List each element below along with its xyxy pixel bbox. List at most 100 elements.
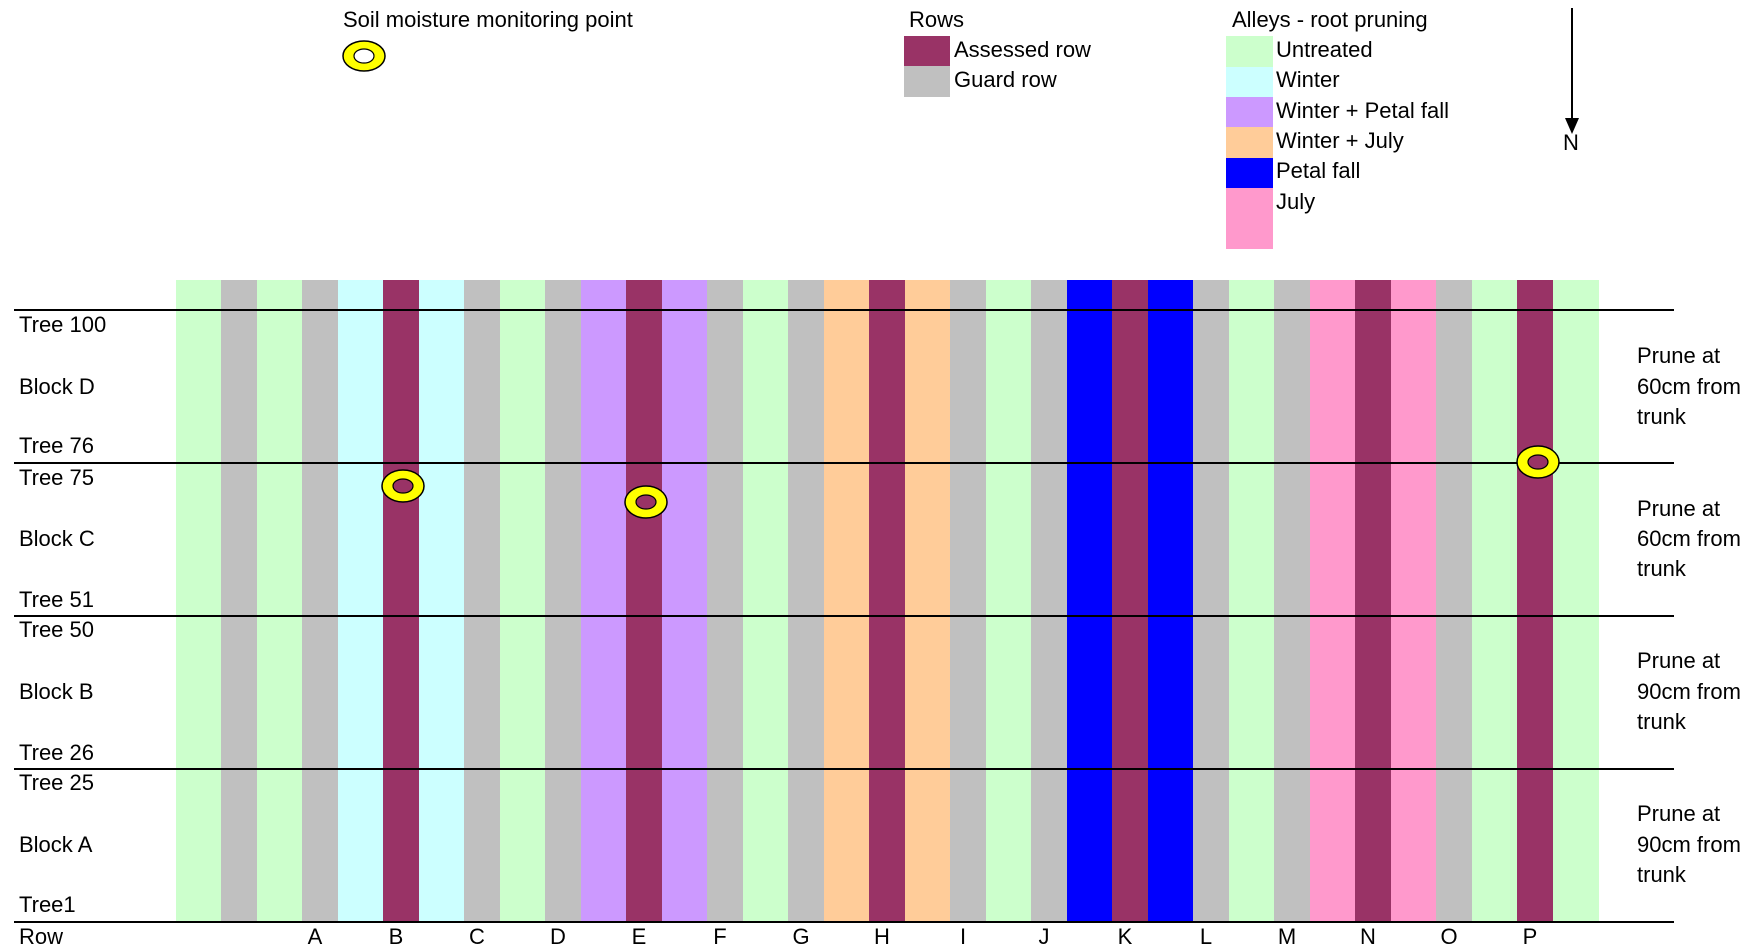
row-label-p: P xyxy=(1522,924,1538,949)
legend-swatch-assessed-row xyxy=(904,36,950,66)
row-label-l: L xyxy=(1199,924,1213,949)
block-d-prune-2: 60cm from xyxy=(1637,374,1741,399)
row-label-n: N xyxy=(1360,924,1376,949)
legend-label-winter-july: Winter + July xyxy=(1276,128,1404,153)
strip-15 xyxy=(743,280,788,922)
block-a-prune-1: Prune at xyxy=(1637,801,1721,826)
monitoring-point-marker xyxy=(624,485,668,519)
strip-11 xyxy=(581,280,626,922)
strip-34 xyxy=(1517,280,1553,922)
legend-swatch-winter xyxy=(1226,67,1273,97)
block-b-prune-2: 90cm from xyxy=(1637,679,1741,704)
row-label-b: B xyxy=(388,924,404,949)
strip-31 xyxy=(1391,280,1436,922)
strip-23 xyxy=(1067,280,1112,922)
strip-10 xyxy=(545,280,581,922)
block-b-prune-3: trunk xyxy=(1637,709,1686,734)
legend-swatch-winter-petal-fall xyxy=(1226,97,1273,127)
legend-label-winter-petal-fall: Winter + Petal fall xyxy=(1276,98,1450,123)
row-label-j: J xyxy=(1038,924,1050,949)
strip-1 xyxy=(176,280,221,922)
strip-33 xyxy=(1472,280,1517,922)
strip-14 xyxy=(707,280,743,922)
legend-swatch-untreated xyxy=(1226,36,1273,67)
legend-label-july: July xyxy=(1276,189,1316,214)
strip-28 xyxy=(1274,280,1310,922)
strip-21 xyxy=(986,280,1031,922)
strip-20 xyxy=(950,280,986,922)
strip-22 xyxy=(1031,280,1067,922)
row-label-i: I xyxy=(959,924,967,949)
strip-35 xyxy=(1553,280,1599,922)
strip-9 xyxy=(500,280,545,922)
block-d-prune-1: Prune at xyxy=(1637,343,1721,368)
block-c-bottom-tree: Tree 51 xyxy=(19,587,95,612)
block-c-name: Block C xyxy=(19,526,95,551)
row-label-c: C xyxy=(469,924,485,949)
strip-8 xyxy=(464,280,500,922)
legend-swatch-july xyxy=(1226,188,1273,249)
row-label-e: E xyxy=(631,924,647,949)
strip-5 xyxy=(338,280,383,922)
block-b-name: Block B xyxy=(19,679,94,704)
block-b-top-tree: Tree 50 xyxy=(19,617,95,642)
strip-18 xyxy=(869,280,905,922)
row-label-d: D xyxy=(550,924,566,949)
row-label-g: G xyxy=(792,924,810,949)
strip-4 xyxy=(302,280,338,922)
strip-27 xyxy=(1229,280,1274,922)
legend-label-guard-row: Guard row xyxy=(954,67,1057,92)
legend-rows-title: Rows xyxy=(909,7,965,32)
block-b-prune-1: Prune at xyxy=(1637,648,1721,673)
block-a-top-tree: Tree 25 xyxy=(19,770,95,795)
block-a-name: Block A xyxy=(19,832,93,857)
row-axis-label: Row xyxy=(19,924,64,949)
row-label-m: M xyxy=(1277,924,1297,949)
strip-24 xyxy=(1112,280,1148,922)
block-d-top-tree: Tree 100 xyxy=(19,312,107,337)
block-c-prune-2: 60cm from xyxy=(1637,526,1741,551)
row-label-a: A xyxy=(307,924,323,949)
strip-25 xyxy=(1148,280,1193,922)
strip-32 xyxy=(1436,280,1472,922)
row-label-k: K xyxy=(1117,924,1133,949)
legend-swatch-petal-fall xyxy=(1226,158,1273,188)
strip-30 xyxy=(1355,280,1391,922)
strip-29 xyxy=(1310,280,1355,922)
north-arrow-icon xyxy=(1565,8,1579,134)
monitoring-point-marker xyxy=(381,469,425,503)
strip-12 xyxy=(626,280,662,922)
block-c-top-tree: Tree 75 xyxy=(19,465,95,490)
row-label-o: O xyxy=(1440,924,1458,949)
strip-6 xyxy=(383,280,419,922)
strip-2 xyxy=(221,280,257,922)
legend-alleys-title: Alleys - root pruning xyxy=(1232,7,1428,32)
strip-13 xyxy=(662,280,707,922)
monitoring-point-marker xyxy=(1516,445,1560,479)
legend-monitor-label: Soil moisture monitoring point xyxy=(343,7,633,32)
block-d-bottom-tree: Tree 76 xyxy=(19,433,95,458)
strip-17 xyxy=(824,280,869,922)
block-c-prune-1: Prune at xyxy=(1637,496,1721,521)
legend-monitor-marker xyxy=(342,40,386,72)
legend-label-assessed-row: Assessed row xyxy=(954,37,1091,62)
legend-swatch-winter-july xyxy=(1226,127,1273,158)
legend-label-untreated: Untreated xyxy=(1276,37,1373,62)
row-label-h: H xyxy=(874,924,890,949)
block-c-prune-3: trunk xyxy=(1637,556,1686,581)
strip-16 xyxy=(788,280,824,922)
block-a-bottom-tree: Tree1 xyxy=(19,892,76,917)
strip-26 xyxy=(1193,280,1229,922)
legend-swatch-guard-row xyxy=(904,66,950,97)
block-b-bottom-tree: Tree 26 xyxy=(19,740,95,765)
block-a-prune-3: trunk xyxy=(1637,862,1686,887)
block-d-prune-3: trunk xyxy=(1637,404,1686,429)
legend-label-petal-fall: Petal fall xyxy=(1276,158,1361,183)
strip-7 xyxy=(419,280,464,922)
strip-3 xyxy=(257,280,302,922)
north-label: N xyxy=(1563,130,1579,155)
strip-19 xyxy=(905,280,950,922)
legend-label-winter: Winter xyxy=(1276,67,1340,92)
block-a-prune-2: 90cm from xyxy=(1637,832,1741,857)
